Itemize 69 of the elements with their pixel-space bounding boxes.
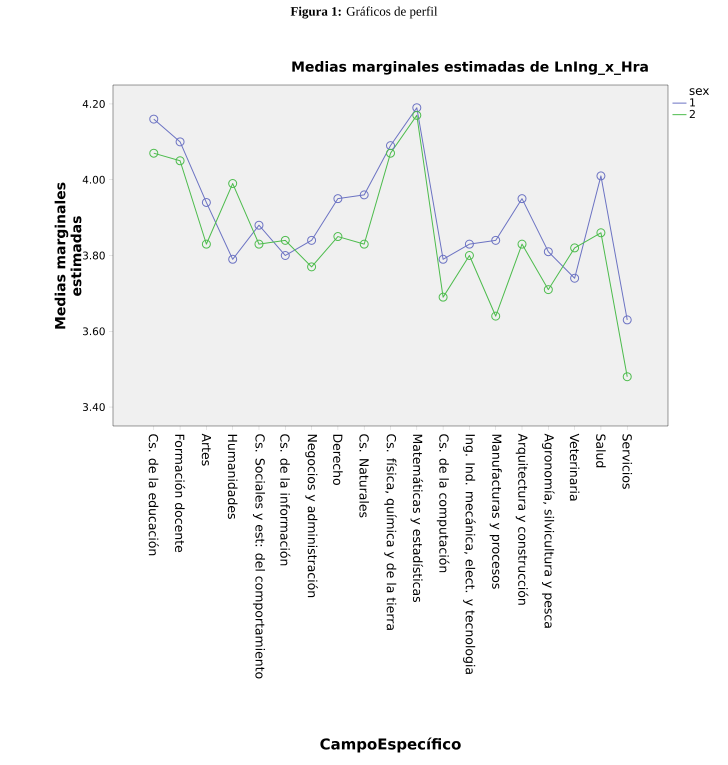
chart-subtitle: Medias marginales estimadas de LnIng_x_Hra [292, 61, 648, 75]
x-tick-label: Cs. física, química y de la tierra [384, 434, 397, 630]
point [333, 232, 342, 242]
x-tick-label: Agronomía, silvicultura y pesca [542, 434, 555, 628]
y-axis-title: Medias marginales estimadas [54, 182, 82, 329]
point [438, 254, 448, 264]
y-tick-label: 3.60 [82, 327, 105, 336]
x-tick-label: Cs. Sociales y est: del comportamiento [252, 434, 266, 679]
chart-title: Figura 1: Gráficos de perfil [290, 6, 438, 18]
point [333, 194, 342, 204]
point [176, 137, 185, 146]
x-tick-label: Cs. de la computación [436, 434, 450, 572]
y-tick-label: 3.40 [82, 403, 105, 411]
point [149, 114, 158, 124]
point [254, 240, 264, 249]
x-tick-label: Matemáticas y estadísticas [410, 434, 424, 602]
legend-label: 2 [690, 110, 695, 118]
point [280, 236, 290, 245]
point [438, 292, 448, 302]
point [307, 236, 316, 245]
point [570, 243, 580, 252]
point [596, 171, 606, 180]
point [518, 240, 527, 249]
x-tick-label: Arquitectura y construcción [516, 434, 528, 605]
legend-label: 1 [690, 98, 695, 106]
point [596, 228, 606, 238]
point [622, 372, 632, 382]
point [280, 251, 290, 260]
x-tick-label: Negocios y administración [305, 434, 318, 598]
point [202, 240, 211, 249]
point [570, 274, 580, 283]
y-tick-label: 4.00 [82, 176, 105, 184]
x-tick-label: Cs. de la educación [148, 434, 159, 556]
point [228, 254, 238, 264]
legend-title: sex [690, 88, 710, 96]
point [491, 312, 500, 321]
point [360, 240, 369, 249]
point [386, 148, 395, 158]
point [360, 190, 369, 200]
x-tick-label: Ing. Ind. mecánica, elect. y tecnologia [463, 434, 476, 674]
x-tick-label: Artes [202, 434, 212, 466]
x-tick-label: Manufacturas y procesos [490, 434, 502, 589]
point [622, 315, 632, 324]
point [464, 251, 474, 260]
point [412, 103, 422, 112]
x-tick-label: Humanidades [228, 434, 238, 519]
point [491, 236, 500, 245]
point [518, 194, 527, 204]
x-tick-label: Cs. de la información [280, 434, 290, 566]
x-tick-label: Formación docente [175, 434, 186, 552]
point [386, 141, 395, 150]
point [544, 247, 553, 256]
y-tick-label: 4.20 [82, 100, 105, 108]
point [544, 285, 553, 294]
x-tick-label: Salud [596, 434, 606, 468]
x-tick-label: Cs. Naturales [359, 434, 370, 518]
point [202, 198, 211, 207]
point [307, 262, 316, 272]
point [149, 148, 158, 158]
x-axis-title: CampoEspecífico [320, 737, 461, 753]
point [464, 240, 474, 249]
point [228, 179, 238, 188]
y-tick-label: 3.80 [82, 252, 105, 260]
point [254, 220, 264, 230]
x-tick-label: Servicios [622, 434, 632, 489]
point [176, 156, 185, 166]
x-tick-label: Derecho [333, 434, 343, 485]
x-tick-label: Veterinaria [570, 434, 580, 500]
point [412, 110, 422, 120]
